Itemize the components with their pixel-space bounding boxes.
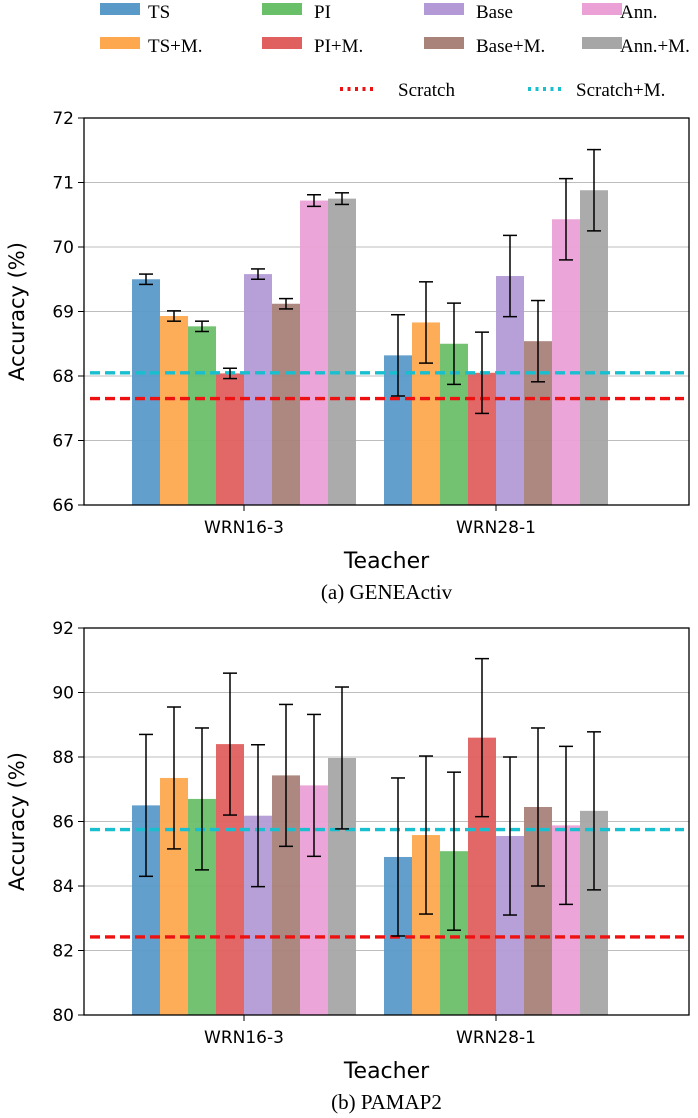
errorbar-a-wrn16-3-ts bbox=[139, 273, 153, 286]
legend-label-pi-plusm: PI+M. bbox=[314, 36, 363, 57]
legend-swatch-ann-plusm bbox=[582, 37, 622, 49]
plot-frame-b bbox=[83, 627, 690, 1016]
errorbar-b-wrn28-1-base-plusm bbox=[531, 727, 545, 887]
legend: TS PI Base Ann. TS+M. PI+M. Base+M. Ann.+M. Scra… bbox=[100, 2, 690, 101]
errorbar-a-wrn28-1-ann-plusm bbox=[587, 148, 601, 232]
chart-geneactiv: 66 67 68 69 70 71 72 WRN16-3 WRN28-1 Teacher Accur… bbox=[5, 109, 690, 604]
errorbar-b-wrn16-3-ts bbox=[139, 733, 153, 878]
x-tick-label-a-wrn28-1: WRN28-1 bbox=[456, 518, 536, 538]
errorbar-b-wrn28-1-ann bbox=[559, 745, 573, 906]
legend-label-ann: Ann. bbox=[620, 2, 657, 23]
chart-pamap2: 80 82 84 86 88 90 92 WRN16-3 WRN28-1 Teacher Accur… bbox=[5, 619, 690, 1114]
y-tick-label-a-6: 72 bbox=[52, 109, 74, 129]
errorbar-a-wrn16-3-ann bbox=[307, 194, 321, 208]
y-tick-label-a-1: 67 bbox=[52, 432, 74, 452]
legend-label-ann-plusm: Ann.+M. bbox=[620, 36, 690, 57]
bar-a-wrn16-3-base bbox=[244, 274, 272, 505]
errorbar-a-wrn16-3-pi-plusm bbox=[223, 367, 237, 380]
legend-swatch-ts-plusm bbox=[100, 37, 140, 49]
legend-swatch-base-plusm bbox=[424, 37, 464, 49]
errorbar-a-wrn16-3-pi bbox=[195, 320, 209, 333]
errorbar-b-wrn16-3-ann bbox=[307, 713, 321, 858]
y-tick-label-b-5: 90 bbox=[52, 684, 74, 704]
errorbar-a-wrn28-1-base bbox=[503, 234, 517, 318]
bar-a-wrn16-3-pi bbox=[188, 326, 216, 505]
legend-label-pi: PI bbox=[314, 2, 331, 23]
caption-b: (b) PAMAP2 bbox=[331, 1090, 442, 1114]
y-tick-label-b-4: 88 bbox=[52, 748, 74, 768]
errorbar-b-wrn28-1-ts bbox=[391, 777, 405, 937]
legend-swatch-ann bbox=[582, 3, 622, 15]
errorbar-a-wrn16-3-base bbox=[251, 268, 265, 280]
y-tick-label-b-2: 84 bbox=[52, 877, 74, 897]
bar-a-wrn16-3-pi-plusm bbox=[216, 373, 244, 505]
errorbar-a-wrn28-1-ann bbox=[559, 177, 573, 261]
errorbar-b-wrn16-3-pi bbox=[195, 727, 209, 871]
x-tick-label-a-wrn16-3: WRN16-3 bbox=[204, 518, 284, 538]
legend-label-base-plusm: Base+M. bbox=[476, 36, 545, 57]
x-tick-label-b-wrn16-3: WRN16-3 bbox=[204, 1028, 284, 1048]
legend-swatch-pi-plusm bbox=[262, 37, 302, 49]
legend-label-ts: TS bbox=[148, 2, 170, 23]
errorbar-b-wrn28-1-pi bbox=[447, 771, 461, 931]
caption-a: (a) GENEActiv bbox=[321, 580, 453, 604]
x-axis-title-b: Teacher bbox=[343, 1059, 430, 1084]
y-tick-label-a-0: 66 bbox=[52, 496, 74, 516]
errorbar-b-wrn16-3-ts-plusm bbox=[167, 706, 181, 850]
y-tick-label-a-3: 69 bbox=[52, 303, 74, 323]
y-tick-label-b-1: 82 bbox=[52, 942, 74, 962]
legend-swatch-pi bbox=[262, 3, 302, 15]
y-tick-label-a-2: 68 bbox=[52, 367, 74, 387]
bar-a-wrn28-1-ann bbox=[552, 219, 580, 505]
x-axis-title-a: Teacher bbox=[343, 549, 430, 574]
legend-swatch-ts bbox=[100, 3, 140, 15]
errorbar-b-wrn16-3-base-plusm bbox=[279, 703, 293, 848]
errorbar-a-wrn28-1-ts bbox=[391, 313, 405, 397]
errorbar-b-wrn28-1-base bbox=[503, 756, 517, 916]
y-tick-label-a-4: 70 bbox=[52, 238, 74, 258]
legend-label-scratch-plusm: Scratch+M. bbox=[576, 80, 665, 101]
errorbar-b-wrn28-1-ts-plusm bbox=[419, 755, 433, 915]
legend-label-base: Base bbox=[476, 2, 513, 23]
errorbar-a-wrn28-1-base-plusm bbox=[531, 299, 545, 383]
errorbar-b-wrn16-3-base bbox=[251, 743, 265, 888]
legend-label-scratch: Scratch bbox=[398, 80, 455, 101]
bar-a-wrn16-3-ann bbox=[300, 200, 328, 505]
y-axis-title-a: Accuracy (%) bbox=[5, 242, 29, 381]
errorbar-a-wrn28-1-pi-plusm bbox=[475, 331, 489, 415]
y-axis-title-b: Accuracy (%) bbox=[5, 752, 29, 891]
errorbar-a-wrn16-3-base-plusm bbox=[279, 297, 293, 310]
bar-a-wrn16-3-ts bbox=[132, 279, 160, 505]
errorbar-b-wrn28-1-pi-plusm bbox=[475, 657, 489, 818]
bar-a-wrn16-3-ts-plusm bbox=[160, 316, 188, 505]
plot-frame-a bbox=[83, 117, 690, 506]
errorbar-a-wrn16-3-ts-plusm bbox=[167, 310, 181, 322]
errorbar-b-wrn16-3-ann-plusm bbox=[335, 686, 349, 830]
errorbar-b-wrn16-3-pi-plusm bbox=[223, 672, 237, 816]
bar-a-wrn28-1-ann-plusm bbox=[580, 190, 608, 506]
x-tick-label-b-wrn28-1: WRN28-1 bbox=[456, 1028, 536, 1048]
y-tick-label-b-0: 80 bbox=[52, 1006, 74, 1026]
legend-swatch-base bbox=[424, 3, 464, 15]
errorbar-b-wrn28-1-ann-plusm bbox=[587, 731, 601, 891]
errorbar-a-wrn16-3-ann-plusm bbox=[335, 192, 349, 206]
y-tick-label-b-6: 92 bbox=[52, 619, 74, 639]
errorbar-a-wrn28-1-pi bbox=[447, 302, 461, 386]
y-tick-label-b-3: 86 bbox=[52, 813, 74, 833]
bar-a-wrn16-3-base-plusm bbox=[272, 303, 300, 505]
errorbar-a-wrn28-1-ts-plusm bbox=[419, 281, 433, 364]
bar-a-wrn16-3-ann-plusm bbox=[328, 198, 356, 505]
y-tick-label-a-5: 71 bbox=[52, 174, 74, 194]
legend-label-ts-plusm: TS+M. bbox=[148, 36, 203, 57]
